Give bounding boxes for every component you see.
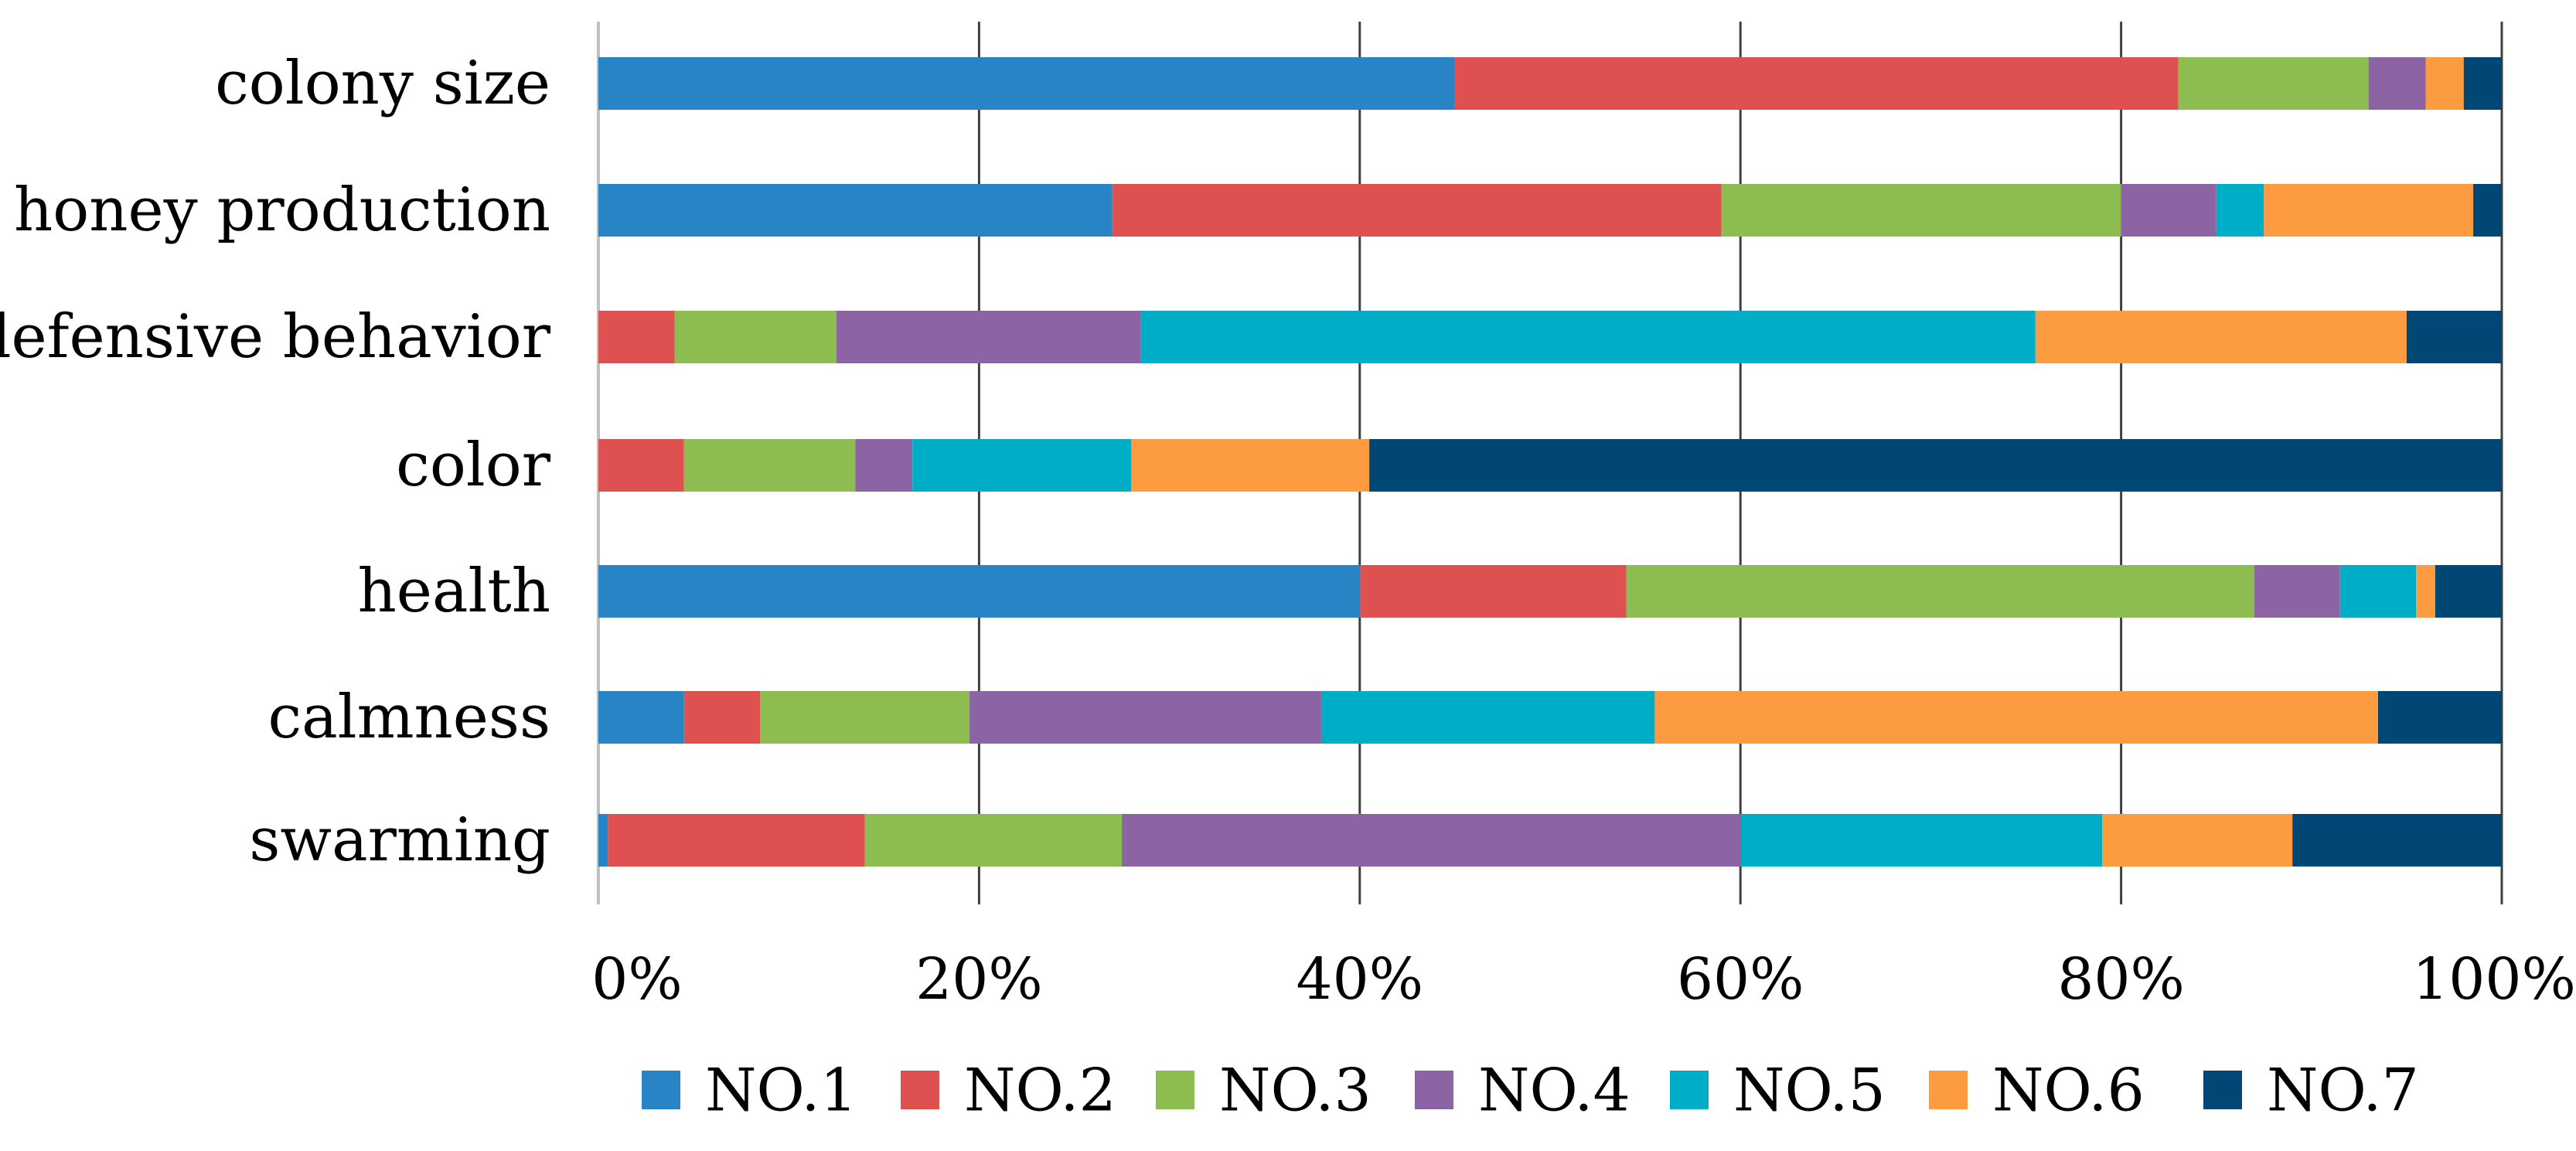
bar-segment-colony-size-NO3 — [2178, 57, 2369, 110]
bar-segment-honey-production-NO6 — [2264, 184, 2474, 237]
bar-segment-swarming-NO4 — [1122, 814, 1741, 867]
category-label: honey production — [14, 175, 550, 245]
category-label: color — [396, 431, 551, 500]
bar-segment-swarming-NO6 — [2101, 814, 2293, 867]
x-tick-label: 100% — [2412, 946, 2576, 1013]
bar-segment-honey-production-NO4 — [2121, 184, 2217, 237]
bar-segment-color-NO2 — [598, 439, 684, 492]
legend-swatch-NO6 — [1929, 1071, 1968, 1109]
bar-segment-health-NO4 — [2254, 565, 2340, 618]
category-label: colony size — [215, 49, 550, 118]
legend-swatch-NO1 — [642, 1071, 680, 1109]
bar-segment-health-NO5 — [2339, 565, 2417, 618]
bar-segment-calmness-NO7 — [2377, 691, 2502, 744]
x-tick-label: 20% — [915, 946, 1042, 1013]
bar-segment-calmness-NO3 — [760, 691, 970, 744]
bar-segment-defensive-behavior-NO4 — [836, 311, 1141, 363]
bar-segment-honey-production-NO1 — [598, 184, 1113, 237]
bar-segment-swarming-NO3 — [864, 814, 1123, 867]
bar-segment-calmness-NO5 — [1321, 691, 1655, 744]
bar-segment-swarming-NO5 — [1740, 814, 2102, 867]
bar-segment-health-NO2 — [1359, 565, 1627, 618]
bar-segment-calmness-NO2 — [683, 691, 761, 744]
bar-segment-defensive-behavior-NO2 — [598, 311, 675, 363]
bar-segment-color-NO3 — [683, 439, 856, 492]
legend-label-NO1: NO.1 — [705, 1056, 857, 1125]
legend-swatch-NO3 — [1156, 1071, 1194, 1109]
bar-segment-honey-production-NO3 — [1721, 184, 2121, 237]
bar-segment-calmness-NO4 — [969, 691, 1322, 744]
bar-segment-color-NO5 — [912, 439, 1132, 492]
category-labels: colony size honey production defensive beh… — [0, 49, 551, 875]
category-label: health — [358, 557, 550, 626]
legend-swatch-NO7 — [2203, 1071, 2242, 1109]
x-tick-label: 40% — [1297, 946, 1423, 1013]
legend-label-NO5: NO.5 — [1733, 1056, 1886, 1125]
bar-segment-health-NO6 — [2416, 565, 2435, 618]
bar-segment-swarming-NO1 — [598, 814, 608, 867]
bar-segment-colony-size-NO6 — [2425, 57, 2464, 110]
legend-label-NO2: NO.2 — [964, 1056, 1116, 1125]
bar-segment-color-NO7 — [1369, 439, 2502, 492]
category-label: defensive behavior — [0, 302, 551, 372]
bar-segment-color-NO6 — [1131, 439, 1370, 492]
legend-label-NO3: NO.3 — [1219, 1056, 1371, 1125]
x-tick-label: 60% — [1677, 946, 1804, 1013]
bars — [598, 57, 2502, 867]
bar-segment-swarming-NO7 — [2292, 814, 2502, 867]
bar-segment-defensive-behavior-NO5 — [1140, 311, 2036, 363]
legend: NO.1 NO.2 NO.3 NO.4 NO.5 NO.6 NO.7 — [642, 1056, 2419, 1125]
legend-swatch-NO2 — [901, 1071, 939, 1109]
bar-segment-colony-size-NO2 — [1454, 57, 2179, 110]
bar-segment-colony-size-NO7 — [2463, 57, 2502, 110]
bar-segment-honey-production-NO7 — [2473, 184, 2502, 237]
category-label: calmness — [267, 683, 550, 752]
bar-segment-calmness-NO6 — [1654, 691, 2378, 744]
bar-segment-defensive-behavior-NO6 — [2035, 311, 2407, 363]
bar-segment-honey-production-NO5 — [2216, 184, 2264, 237]
category-label: swarming — [249, 805, 550, 875]
legend-swatch-NO4 — [1415, 1071, 1453, 1109]
bar-segment-calmness-NO1 — [598, 691, 684, 744]
x-tick-label: 80% — [2057, 946, 2184, 1013]
bar-segment-health-NO1 — [598, 565, 1360, 618]
bar-segment-colony-size-NO1 — [598, 57, 1455, 110]
bar-segment-colony-size-NO4 — [2368, 57, 2426, 110]
legend-swatch-NO5 — [1670, 1071, 1709, 1109]
bar-segment-color-NO4 — [855, 439, 913, 492]
legend-label-NO7: NO.7 — [2267, 1056, 2419, 1125]
legend-label-NO6: NO.6 — [1992, 1056, 2145, 1125]
bar-segment-defensive-behavior-NO7 — [2406, 311, 2502, 363]
legend-label-NO4: NO.4 — [1478, 1056, 1630, 1125]
bar-segment-defensive-behavior-NO3 — [674, 311, 837, 363]
bar-segment-swarming-NO2 — [608, 814, 865, 867]
bar-segment-health-NO3 — [1626, 565, 2254, 618]
bar-segment-honey-production-NO2 — [1112, 184, 1722, 237]
bar-segment-health-NO7 — [2435, 565, 2502, 618]
x-tick-label: 0% — [591, 946, 682, 1013]
x-tick-labels: 0% 20% 40% 60% 80% 100% — [591, 946, 2575, 1013]
